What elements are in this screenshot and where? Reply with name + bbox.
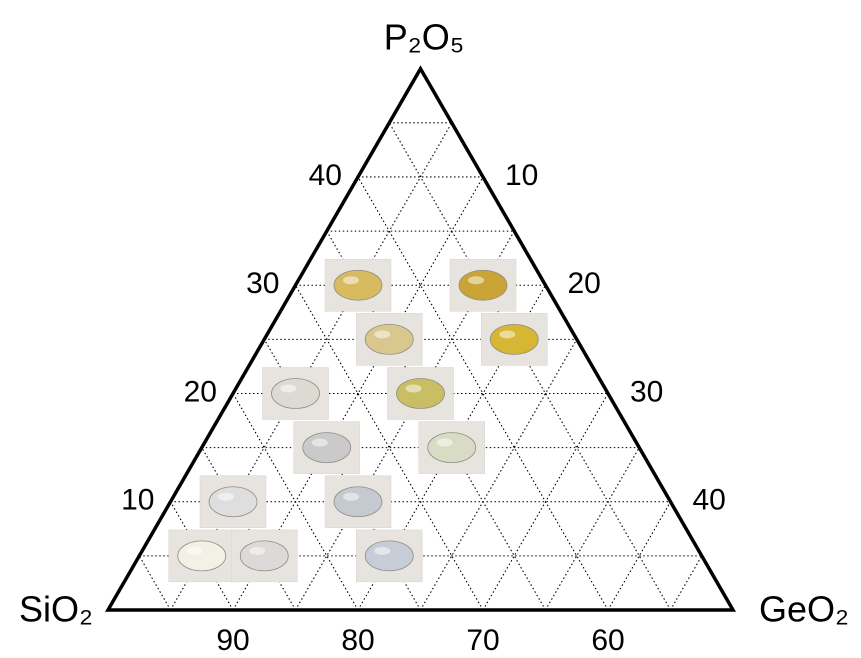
sample-highlight [186,546,203,555]
grid-line [670,555,703,611]
sample-highlight [249,546,266,555]
grid-line [295,284,484,611]
p2o5-tick-label: 40 [309,159,342,192]
grid-line [232,393,359,611]
grid-line [420,339,578,611]
sample-highlight [436,438,453,447]
sio2-tick-label: 80 [341,624,374,653]
sample-glass [208,486,258,518]
sample-photo [481,313,548,366]
sample-glass [333,486,383,518]
top-vertex-label: P₂O₅ [384,17,465,58]
sample-highlight [499,330,516,339]
sample-glass [364,540,414,572]
sample-photo [199,475,267,528]
sample-photo [356,529,423,583]
sample-highlight [374,546,391,555]
grid-line [607,501,671,611]
sample-glass [396,378,445,409]
grid-line [545,447,640,611]
sample-glass [333,269,383,301]
sample-photo [449,258,517,312]
sample-photo [324,475,392,528]
sample-highlight [218,492,234,501]
sample-photo [418,421,485,474]
p2o5-tick-label: 30 [246,267,279,300]
geo2-tick-label: 40 [693,484,726,517]
sample-highlight [468,276,484,285]
left-vertex-label: SiO₂ [19,589,93,630]
sample-highlight [405,384,422,393]
sample-glass [271,378,320,409]
grid-line [232,176,484,611]
sample-highlight [343,492,359,501]
sample-photo [356,313,423,366]
grid-line [170,122,453,611]
grid-line [388,122,671,611]
sio2-tick-label: 60 [591,624,624,653]
sample-photo [324,258,392,312]
sample-glass [364,323,414,355]
sample-glass [302,432,352,464]
sample-glass [239,540,289,572]
sample-highlight [280,384,297,393]
grid-line [201,447,296,611]
sample-highlight [343,276,359,285]
geo2-tick-label: 10 [505,159,538,192]
p2o5-tick-label: 10 [121,484,154,517]
sio2-tick-label: 70 [466,624,499,653]
sample-photo [231,529,298,583]
sample-highlight [311,438,328,447]
sample-photo [262,367,329,420]
sio2-tick-label: 90 [216,624,249,653]
sample-photo [387,367,454,420]
right-vertex-label: GeO₂ [759,589,849,630]
p2o5-tick-label: 20 [184,375,217,408]
sample-glass [458,269,508,301]
sample-photo [293,421,360,474]
geo2-tick-label: 30 [630,375,663,408]
sample-highlight [374,330,391,339]
sample-glass [489,323,539,355]
sample-glass [427,432,477,464]
sample-photo [168,529,235,583]
sample-glass [177,540,227,572]
grid-line [170,501,234,611]
grid-line [138,555,171,611]
geo2-tick-label: 20 [568,267,601,300]
grid-line [357,176,609,611]
triangle-frame [104,65,737,612]
